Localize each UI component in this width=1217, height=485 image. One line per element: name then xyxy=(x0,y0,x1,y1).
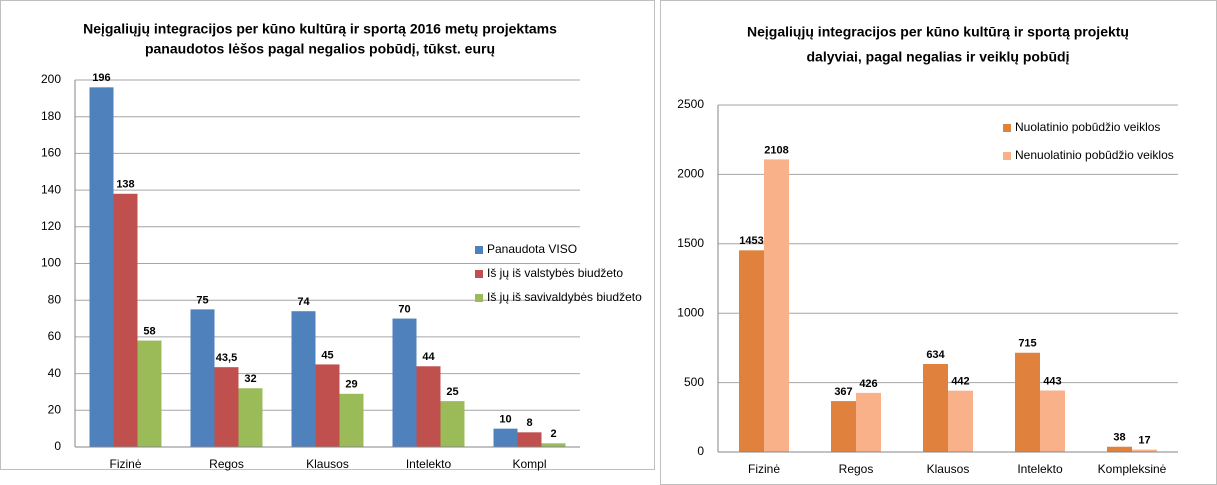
legend-label: Iš jų iš valstybės biudžeto xyxy=(487,266,623,280)
y-tick-label: 500 xyxy=(684,375,704,389)
data-label: 32 xyxy=(244,373,256,385)
y-tick-label: 180 xyxy=(41,109,61,123)
y-tick-label: 1500 xyxy=(677,236,704,250)
chart-title: Neįgaliųjų integracijos per kūno kultūrą… xyxy=(747,24,1129,40)
data-label: 442 xyxy=(951,376,969,388)
legend-swatch xyxy=(475,294,483,302)
bar xyxy=(1040,390,1065,452)
y-tick-label: 160 xyxy=(41,146,61,160)
legend-swatch xyxy=(475,270,483,278)
y-tick-label: 100 xyxy=(41,256,61,270)
bar xyxy=(113,193,138,447)
bar xyxy=(89,87,114,447)
bar xyxy=(493,428,518,447)
bar xyxy=(238,388,263,447)
data-label: 2108 xyxy=(764,144,788,156)
legend-swatch xyxy=(1003,152,1011,160)
bar xyxy=(1015,352,1040,452)
bar xyxy=(440,401,465,447)
y-tick-label: 0 xyxy=(54,439,61,453)
y-tick-label: 60 xyxy=(48,329,62,343)
legend-swatch xyxy=(1003,124,1011,132)
bar xyxy=(1132,449,1157,452)
x-tick-label: Klausos xyxy=(306,457,349,471)
data-label: 74 xyxy=(297,296,310,308)
data-label: 45 xyxy=(321,349,333,361)
bar xyxy=(339,393,364,447)
legend-label: Panaudota VISO xyxy=(487,242,577,256)
bar xyxy=(764,159,789,452)
bar xyxy=(137,340,162,447)
bar xyxy=(739,250,764,452)
data-label: 443 xyxy=(1043,375,1061,387)
x-tick-label: Fizinė xyxy=(748,462,780,476)
legend-swatch xyxy=(475,246,483,254)
data-label: 138 xyxy=(116,179,134,191)
x-tick-label: Intelekto xyxy=(406,457,452,471)
data-label: 43,5 xyxy=(216,352,237,364)
data-label: 715 xyxy=(1018,338,1036,350)
x-tick-label: Kompleksinė xyxy=(1098,462,1167,476)
data-label: 38 xyxy=(1113,432,1125,444)
data-label: 196 xyxy=(92,72,110,84)
data-label: 2 xyxy=(550,428,556,440)
chart-title: dalyviai, pagal negalias ir veiklų pobūd… xyxy=(807,49,1070,65)
bar xyxy=(416,366,441,447)
bar xyxy=(214,367,239,447)
x-tick-label: Klausos xyxy=(927,462,970,476)
data-label: 29 xyxy=(345,379,357,391)
y-tick-label: 80 xyxy=(48,292,62,306)
bar xyxy=(291,311,316,447)
x-tick-label: Kompl xyxy=(512,457,546,471)
data-label: 426 xyxy=(859,378,877,390)
bar xyxy=(190,309,215,447)
data-label: 367 xyxy=(834,386,852,398)
bar xyxy=(315,364,340,447)
chart-title: Neįgaliųjų integracijos per kūno kultūrą… xyxy=(83,21,557,37)
y-tick-label: 120 xyxy=(41,219,61,233)
data-label: 634 xyxy=(926,349,945,361)
bar xyxy=(856,392,881,452)
x-tick-label: Fizinė xyxy=(109,457,141,471)
data-label: 8 xyxy=(526,417,532,429)
y-tick-label: 0 xyxy=(697,444,704,458)
data-label: 10 xyxy=(499,414,511,426)
y-tick-label: 2000 xyxy=(677,167,704,181)
bar xyxy=(831,401,856,452)
legend-label: Nuolatinio pobūdžio veiklos xyxy=(1015,120,1160,134)
y-tick-label: 1000 xyxy=(677,305,704,319)
bar xyxy=(517,432,542,447)
bar xyxy=(1107,446,1132,452)
y-tick-label: 140 xyxy=(41,182,61,196)
data-label: 44 xyxy=(422,351,435,363)
x-tick-label: Intelekto xyxy=(1017,462,1063,476)
bar xyxy=(392,318,417,447)
x-tick-label: Regos xyxy=(209,457,244,471)
data-label: 17 xyxy=(1138,435,1150,447)
bar xyxy=(923,364,948,452)
data-label: 25 xyxy=(446,386,458,398)
legend-label: Iš jų iš savivaldybės biudžeto xyxy=(487,290,642,304)
data-label: 75 xyxy=(196,294,208,306)
y-tick-label: 40 xyxy=(48,366,62,380)
data-label: 1453 xyxy=(739,235,763,247)
x-tick-label: Regos xyxy=(839,462,874,476)
legend-label: Nenuolatinio pobūdžio veiklos xyxy=(1015,148,1174,162)
data-label: 58 xyxy=(143,325,155,337)
chart-title: panaudotos lėšos pagal negalios pobūdį, … xyxy=(145,41,495,57)
bar xyxy=(948,390,973,452)
data-label: 70 xyxy=(398,303,410,315)
y-tick-label: 20 xyxy=(48,402,62,416)
y-tick-label: 2500 xyxy=(677,97,704,111)
bar xyxy=(541,443,566,447)
y-tick-label: 200 xyxy=(41,72,61,86)
